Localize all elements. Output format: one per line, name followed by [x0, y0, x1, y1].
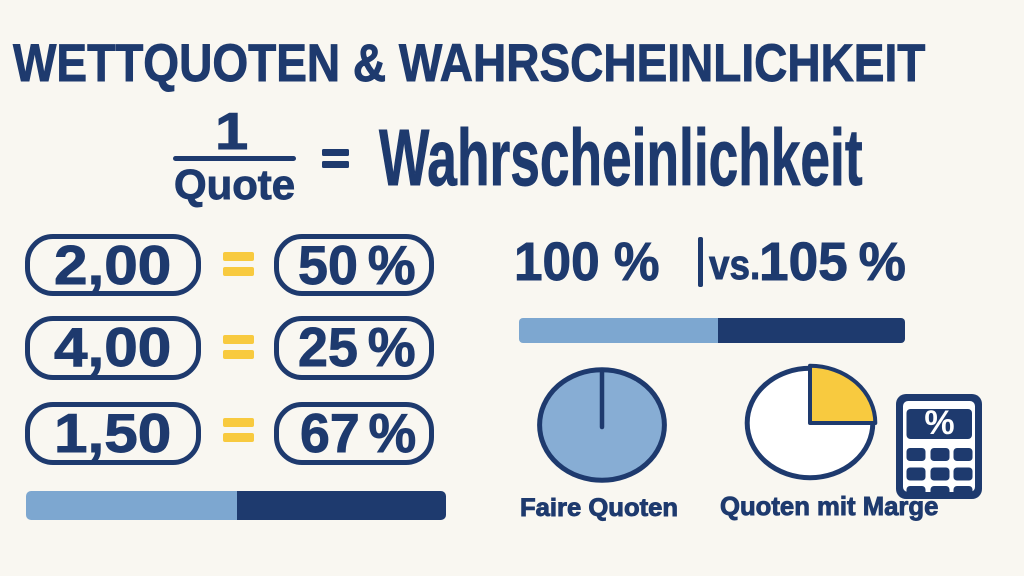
svg-text:%: %: [924, 404, 954, 442]
